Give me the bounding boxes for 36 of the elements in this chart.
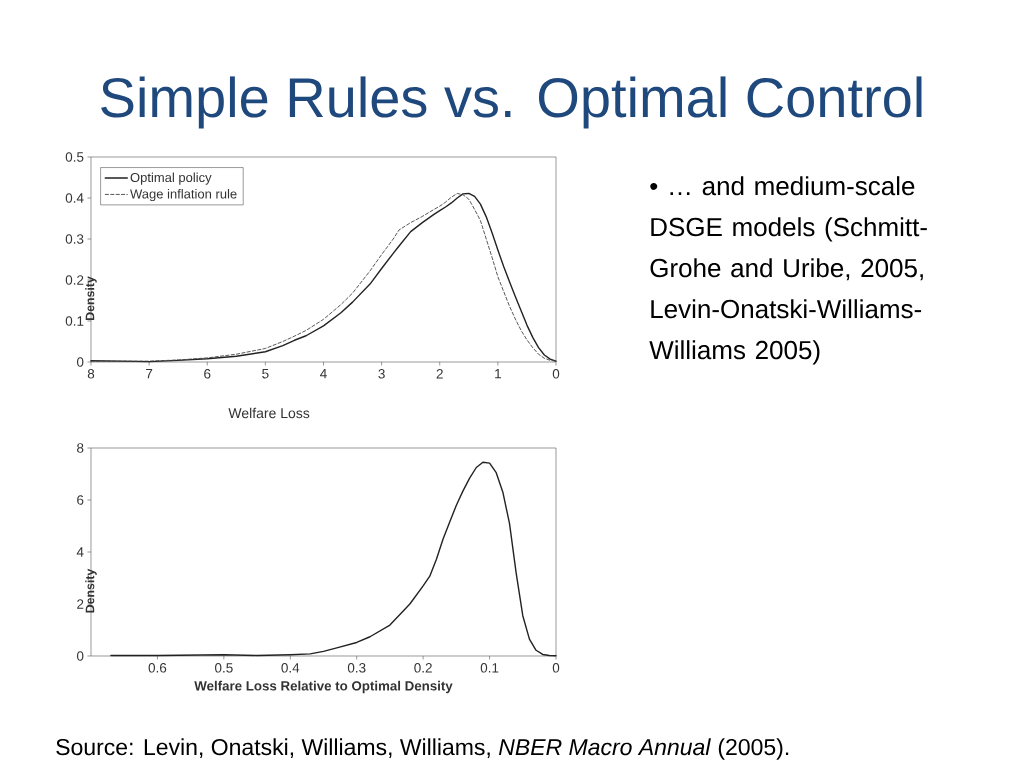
x-tick-label: 0.3 [347, 663, 366, 673]
y-axis-title: Density [85, 276, 97, 320]
x-axis-title: Welfare Loss [228, 407, 310, 419]
x-tick-label: 0.5 [215, 663, 233, 673]
x-tick-label: 7 [146, 369, 153, 379]
x-tick-label: 4 [320, 369, 327, 379]
y-tick-label: 0.3 [65, 234, 84, 244]
text: Simple Rules vs. Optimal Control [101, 76, 922, 129]
source-note: Source: Levin, Onatski, Williams, Williams, NBER Macro Annual (2005). [56, 738, 789, 760]
y-tick-label: 8 [77, 443, 84, 453]
x-tick-label: 1 [495, 369, 501, 379]
text: • … and medium-scale DSGE models (Schmitt-Grohe and Uribe, 2005, Levin-Onatski-Williams-Williams 2005) [649, 176, 927, 365]
y-tick-label: 0 [76, 651, 84, 661]
x-tick-label: 5 [262, 369, 269, 379]
y-tick-label: 6 [77, 495, 84, 505]
y-tick-label: 4 [76, 547, 84, 557]
y-tick-label: 0.2 [65, 275, 84, 285]
legend-label: Optimal policy [130, 172, 212, 185]
x-axis-title: Welfare Loss Relative to Optimal Density [194, 680, 453, 694]
y-tick-label: 0.1 [65, 316, 84, 326]
y-tick-label: 0.5 [65, 152, 84, 162]
x-tick-label: 0.2 [414, 663, 432, 673]
y-tick-label: 0.4 [65, 193, 84, 203]
x-tick-label: 0 [552, 369, 560, 379]
x-tick-label: 0.6 [148, 663, 167, 673]
x-tick-label: 0.1 [480, 663, 499, 673]
legend-label: Wage inflation rule [130, 188, 237, 202]
x-tick-label: 8 [87, 369, 95, 379]
y-tick-label: 0 [76, 357, 84, 367]
y-tick-label: 2 [77, 599, 84, 609]
y-axis-title: Density [85, 568, 97, 613]
x-tick-label: 2 [436, 369, 443, 379]
x-tick-label: 6 [204, 369, 211, 379]
x-tick-label: 0.4 [281, 663, 300, 673]
x-tick-label: 3 [378, 369, 385, 379]
x-tick-label: 0 [552, 663, 560, 673]
